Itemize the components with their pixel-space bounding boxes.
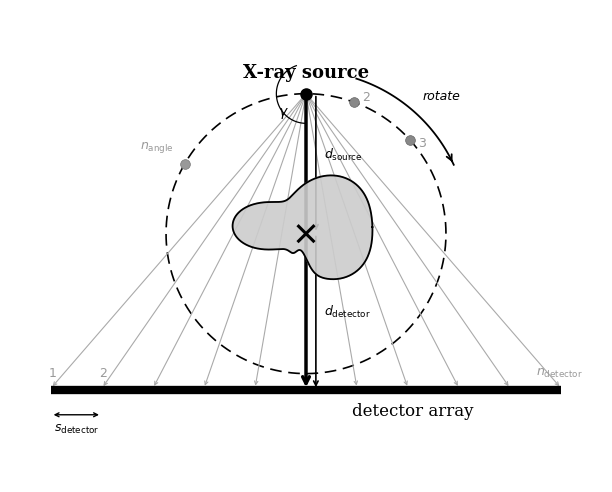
Text: $d_{\rm detector}$: $d_{\rm detector}$ <box>324 304 371 320</box>
Text: $s_{\rm detector}$: $s_{\rm detector}$ <box>54 423 99 436</box>
Text: 3: 3 <box>418 137 426 150</box>
Text: $n_{\rm detector}$: $n_{\rm detector}$ <box>536 367 583 380</box>
Text: detector array: detector array <box>353 403 474 420</box>
Text: $\gamma$: $\gamma$ <box>278 106 288 121</box>
Text: $n_{\rm angle}$: $n_{\rm angle}$ <box>140 140 173 155</box>
Text: $d_{\rm source}$: $d_{\rm source}$ <box>324 148 363 163</box>
Text: rotate: rotate <box>423 91 461 103</box>
Text: 2: 2 <box>362 91 370 104</box>
Polygon shape <box>233 176 373 279</box>
Text: X-ray source: X-ray source <box>243 64 369 82</box>
Text: 2: 2 <box>100 367 108 380</box>
Text: 1: 1 <box>48 367 56 380</box>
